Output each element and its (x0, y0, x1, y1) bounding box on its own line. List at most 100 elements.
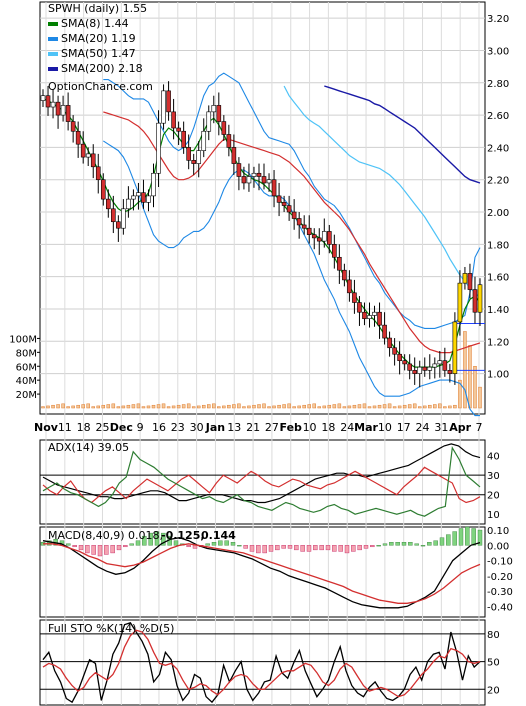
volume-bar (412, 403, 417, 409)
volume-bar (141, 406, 146, 409)
candle-body (377, 311, 382, 326)
candle-body (437, 360, 443, 365)
candle-body (95, 166, 101, 181)
candle-body (146, 195, 151, 203)
volume-bar (463, 331, 467, 409)
volume-bar (156, 404, 161, 409)
volume-bar (252, 404, 256, 409)
x-tick-label: Nov (34, 421, 59, 434)
volume-bar (448, 405, 452, 409)
volume-bar (372, 405, 377, 409)
macd-histogram-bar (414, 543, 419, 546)
watermark-text: OptionChance.com (48, 80, 153, 93)
macd-histogram-bar (148, 532, 153, 546)
candle-body (301, 224, 307, 229)
candle-body (467, 273, 473, 290)
legend-swatch (48, 52, 58, 56)
macd-title-value: -0.125, (161, 529, 205, 542)
volume-bar (357, 404, 362, 409)
volume-bar (217, 406, 221, 409)
volume-bar (66, 406, 70, 409)
macd-histogram-bar (173, 540, 179, 546)
volume-bar (51, 404, 55, 409)
macd-histogram-bar (249, 545, 255, 552)
adx-series-di (42, 445, 481, 517)
price-tick-label: 1.00 (487, 370, 509, 381)
candle-body (291, 211, 297, 219)
candle-body (427, 366, 433, 371)
candle-body (236, 163, 242, 177)
candle-body (166, 90, 171, 113)
candle-body (407, 363, 412, 371)
macd-histogram-bar (161, 532, 166, 546)
candle-body (65, 105, 71, 122)
volume-bar (297, 405, 301, 409)
price-tick-label: 2.80 (487, 79, 509, 90)
volume-bar (352, 404, 357, 409)
volume-bar (347, 405, 352, 409)
volume-bar (96, 405, 101, 409)
adx-tick-label: 20 (487, 491, 500, 502)
candle-body (85, 153, 91, 158)
macd-histogram-bar (325, 545, 331, 551)
x-tick-label: 27 (265, 421, 279, 434)
volume-bar (161, 403, 166, 409)
volume-bar (327, 404, 332, 409)
macd-histogram-bar (332, 545, 337, 552)
macd-title-value: 0.144 (201, 529, 236, 542)
macd-histogram-bar (211, 542, 217, 546)
macd-histogram-bar (338, 545, 343, 552)
bb-upper-line (103, 72, 481, 329)
volume-bar (377, 404, 382, 409)
price-tick-label: 2.60 (487, 111, 509, 122)
candle-body (477, 284, 483, 313)
candle-body (362, 311, 367, 319)
macd-histogram-bar (154, 531, 160, 546)
x-tick-label: 10 (378, 421, 392, 434)
candle-body (321, 231, 327, 242)
candle-body (442, 360, 448, 371)
macd-histogram-bar (389, 542, 394, 546)
candle-body (111, 208, 116, 223)
candle-body (191, 160, 196, 164)
price-tick-label: 2.40 (487, 143, 509, 154)
volume-bar (106, 404, 111, 409)
macd-histogram-bar (427, 542, 432, 546)
sto-series-k (42, 622, 481, 704)
candle-body (211, 105, 217, 113)
x-tick-label: Dec (110, 421, 133, 434)
macd-histogram-bar (110, 545, 115, 554)
candle-body (311, 234, 317, 239)
sma20-line (103, 111, 481, 354)
sto-title: Full STO %K(14) %D(5) (48, 622, 174, 635)
volume-bar (302, 404, 306, 409)
legend-entry: SMA(8) 1.44 (61, 17, 129, 30)
volume-bar (342, 406, 347, 409)
volume-bar (367, 406, 372, 409)
volume-bar (322, 405, 327, 409)
candle-body (75, 130, 81, 145)
macd-histogram-bar (408, 542, 413, 546)
x-tick-label: 11 (58, 421, 72, 434)
macd-histogram-bar (395, 542, 400, 546)
volume-bar (136, 403, 141, 409)
candle-body (181, 130, 186, 148)
macd-histogram-bar (262, 545, 267, 554)
x-tick-label: Apr (449, 421, 471, 434)
x-tick-label: 13 (227, 421, 241, 434)
candle-body (80, 143, 86, 158)
volume-bar (422, 405, 427, 409)
candle-body (342, 269, 347, 281)
candle-body (447, 370, 453, 374)
candle-body (171, 111, 176, 129)
volume-bar (267, 406, 271, 409)
volume-bar (111, 403, 116, 409)
volume-bar (121, 405, 126, 409)
candle-body (387, 337, 392, 349)
volume-tick-label: 40M (16, 376, 37, 387)
x-tick-label: Jan (205, 421, 225, 434)
x-tick-label: 9 (137, 421, 144, 434)
macd-histogram-bar (192, 545, 198, 549)
volume-bar (307, 404, 311, 409)
